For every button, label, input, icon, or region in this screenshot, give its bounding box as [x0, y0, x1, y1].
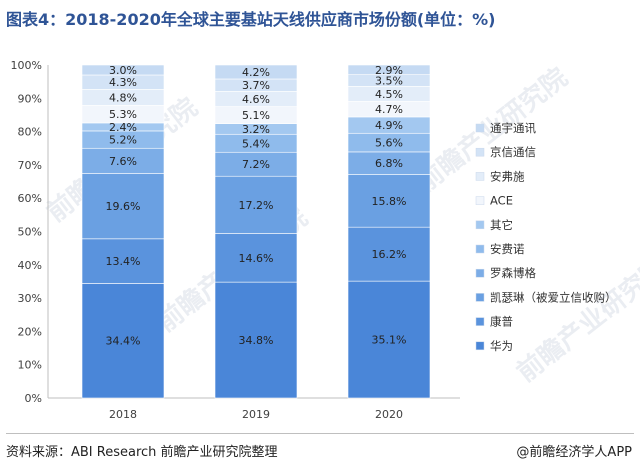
data-label-2019-1: 14.6%: [239, 252, 274, 265]
data-label-2018-8: 4.3%: [109, 76, 137, 89]
legend-label-0: 通宇通讯: [490, 121, 536, 135]
legend-swatch-7: [475, 293, 485, 302]
legend-label-8: 康普: [490, 315, 513, 329]
x-tick-label-2020: 2020: [375, 408, 403, 421]
bar-segment-2020-0: [347, 280, 431, 399]
legend-swatch-4: [475, 220, 485, 230]
data-label-2018-5: 2.4%: [109, 121, 137, 134]
data-label-2018-7: 4.8%: [109, 91, 137, 104]
data-label-2020-8: 3.5%: [375, 74, 403, 87]
data-label-2018-4: 5.2%: [109, 134, 137, 147]
legend-swatch-9: [475, 341, 485, 351]
y-tick-label-8: 80%: [18, 126, 42, 139]
data-label-2019-2: 17.2%: [239, 199, 274, 212]
data-label-2018-1: 13.4%: [106, 255, 141, 268]
legend-label-5: 安费诺: [490, 242, 525, 256]
bar-segment-2020-9: [347, 64, 431, 75]
credit-note: @前瞻经济学人APP: [516, 445, 632, 460]
source-note: 资料来源：ABI Research 前瞻产业研究院整理: [6, 445, 278, 460]
data-label-2018-9: 3.0%: [109, 64, 137, 77]
chart-title: 图表4：2018-2020年全球主要基站天线供应商市场份额(单位：%): [6, 10, 496, 29]
footer-divider: [6, 433, 634, 434]
data-label-2020-6: 4.7%: [375, 103, 403, 116]
y-tick-label-2: 20%: [18, 325, 42, 338]
bar-segment-2019-1: [214, 233, 298, 283]
legend-swatch-8: [475, 317, 485, 326]
data-label-2020-0: 35.1%: [372, 334, 407, 347]
legend-label-2: 安弗施: [490, 169, 525, 183]
data-label-2019-5: 3.2%: [242, 123, 270, 136]
data-label-2020-5: 4.9%: [375, 119, 403, 132]
x-axis: 2018 2019 2020: [109, 408, 403, 421]
legend-label-3: ACE: [490, 194, 513, 208]
data-label-2020-3: 6.8%: [375, 157, 403, 170]
data-label-2020-9: 2.9%: [375, 64, 403, 77]
legend-label-4: 其它: [490, 218, 513, 232]
y-tick-label-7: 70%: [18, 159, 42, 172]
data-label-2019-3: 7.2%: [242, 158, 270, 171]
bar-segment-2019-9: [214, 64, 298, 80]
data-label-2019-9: 4.2%: [242, 66, 270, 79]
bar-segment-2018-9: [81, 64, 165, 76]
bar-segment-2018-0: [81, 283, 165, 399]
data-label-2019-8: 3.7%: [242, 79, 270, 92]
data-label-2018-2: 19.6%: [106, 200, 141, 213]
data-label-2018-6: 5.3%: [109, 108, 137, 121]
y-tick-label-0: 0%: [25, 392, 42, 405]
y-tick-label-1: 10%: [18, 359, 42, 372]
data-labels: 34.4%13.4%19.6%7.6%5.2%2.4%5.3%4.8%4.3%3…: [106, 64, 407, 348]
legend-label-1: 京信通信: [490, 145, 536, 159]
legend-swatch-5: [475, 244, 485, 254]
data-label-2019-0: 34.8%: [239, 334, 274, 347]
x-tick-label-2018: 2018: [109, 408, 137, 421]
data-label-2020-2: 15.8%: [372, 195, 407, 208]
y-tick-label-10: 100%: [11, 59, 42, 72]
bar-segment-2019-0: [214, 281, 298, 399]
data-label-2020-4: 5.6%: [375, 137, 403, 150]
bars: [81, 64, 431, 399]
legend-swatch-1: [475, 147, 485, 157]
data-label-2020-7: 4.5%: [375, 88, 403, 101]
bar-segment-2018-2: [81, 173, 165, 240]
data-label-2018-0: 34.4%: [106, 335, 141, 348]
legend-label-6: 罗森博格: [490, 266, 536, 280]
y-tick-label-3: 30%: [18, 292, 42, 305]
data-label-2019-7: 4.6%: [242, 93, 270, 106]
data-label-2018-3: 7.6%: [109, 155, 137, 168]
legend-label-7: 凯瑟琳（被爱立信收购）: [490, 290, 617, 304]
y-tick-label-4: 40%: [18, 259, 42, 272]
legend-swatch-3: [475, 196, 485, 205]
bar-segment-2018-1: [81, 238, 165, 284]
legend-swatch-6: [475, 268, 485, 278]
bar-segment-2020-1: [347, 226, 431, 282]
y-tick-label-6: 60%: [18, 192, 42, 205]
x-tick-label-2019: 2019: [242, 408, 270, 421]
data-label-2019-6: 5.1%: [242, 109, 270, 122]
legend-swatch-0: [475, 123, 485, 133]
bar-segment-2019-2: [214, 175, 298, 234]
legend-label-9: 华为: [490, 339, 513, 353]
data-label-2020-1: 16.2%: [372, 248, 407, 261]
data-label-2019-4: 5.4%: [242, 137, 270, 150]
bar-segment-2020-2: [347, 174, 431, 228]
legend-swatch-2: [475, 172, 485, 181]
y-tick-label-9: 90%: [18, 92, 42, 105]
y-tick-label-5: 50%: [18, 226, 42, 239]
